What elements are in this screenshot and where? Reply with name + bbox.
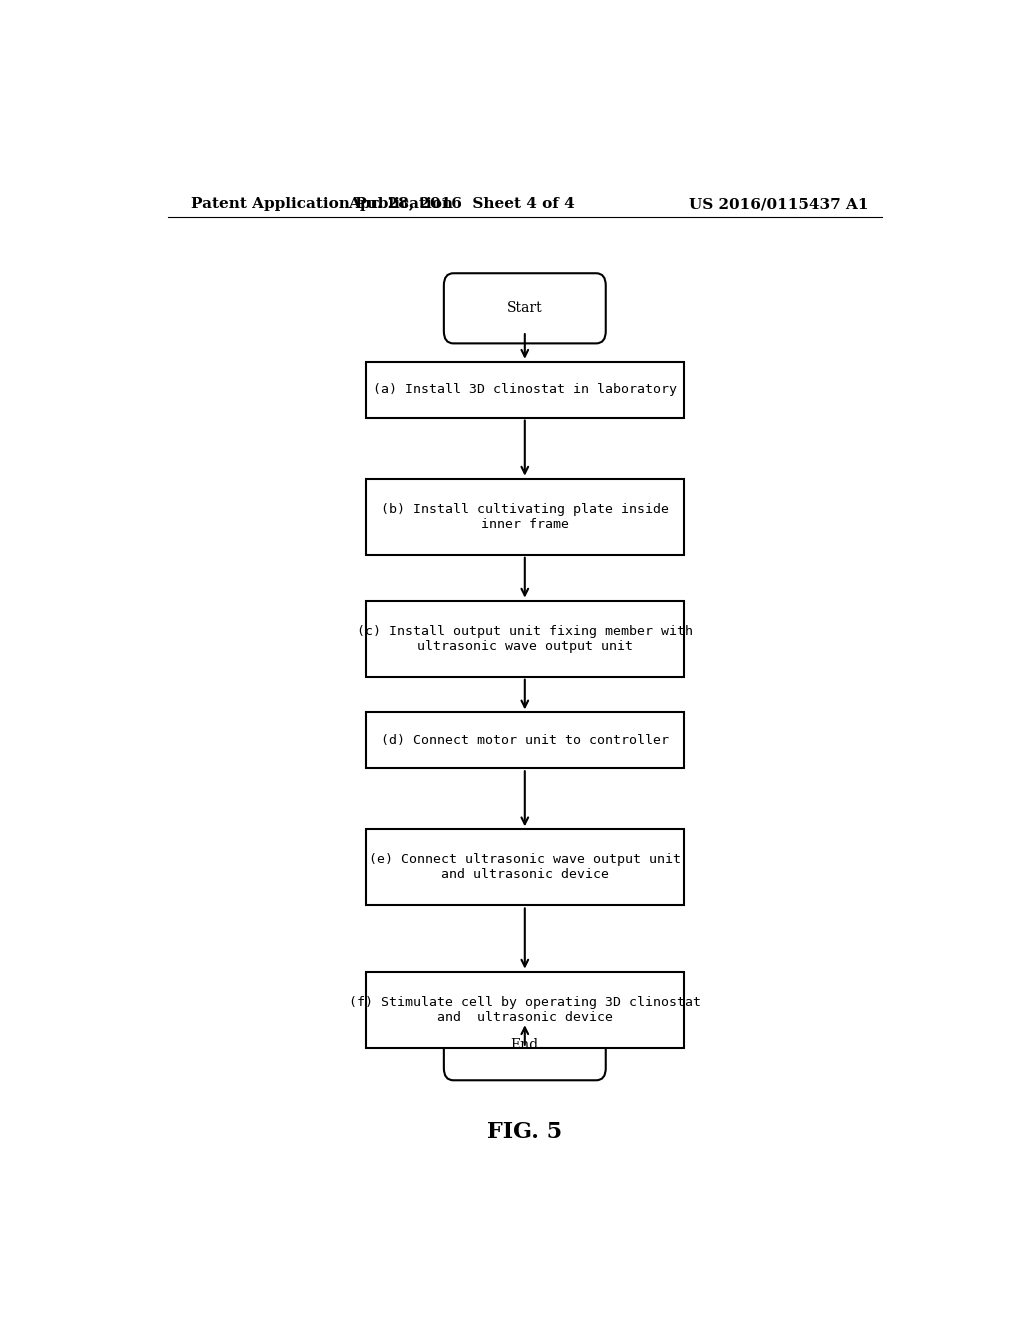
FancyBboxPatch shape (367, 829, 684, 906)
Text: (c) Install output unit fixing member with
ultrasonic wave output unit: (c) Install output unit fixing member wi… (356, 624, 693, 652)
Text: Patent Application Publication: Patent Application Publication (191, 197, 454, 211)
Text: Apr. 28, 2016  Sheet 4 of 4: Apr. 28, 2016 Sheet 4 of 4 (348, 197, 574, 211)
FancyBboxPatch shape (367, 601, 684, 677)
Text: Start: Start (507, 301, 543, 315)
FancyBboxPatch shape (367, 362, 684, 417)
Text: (e) Connect ultrasonic wave output unit
and ultrasonic device: (e) Connect ultrasonic wave output unit … (369, 853, 681, 882)
Text: FIG. 5: FIG. 5 (487, 1121, 562, 1143)
Text: (b) Install cultivating plate inside
inner frame: (b) Install cultivating plate inside inn… (381, 503, 669, 531)
Text: (a) Install 3D clinostat in laboratory: (a) Install 3D clinostat in laboratory (373, 383, 677, 396)
Text: US 2016/0115437 A1: US 2016/0115437 A1 (689, 197, 868, 211)
FancyBboxPatch shape (443, 273, 606, 343)
Text: End: End (511, 1039, 539, 1052)
FancyBboxPatch shape (367, 713, 684, 768)
FancyBboxPatch shape (367, 479, 684, 554)
Text: (d) Connect motor unit to controller: (d) Connect motor unit to controller (381, 734, 669, 747)
FancyBboxPatch shape (443, 1010, 606, 1080)
Text: (f) Stimulate cell by operating 3D clinostat
and  ultrasonic device: (f) Stimulate cell by operating 3D clino… (349, 995, 700, 1023)
FancyBboxPatch shape (367, 972, 684, 1048)
